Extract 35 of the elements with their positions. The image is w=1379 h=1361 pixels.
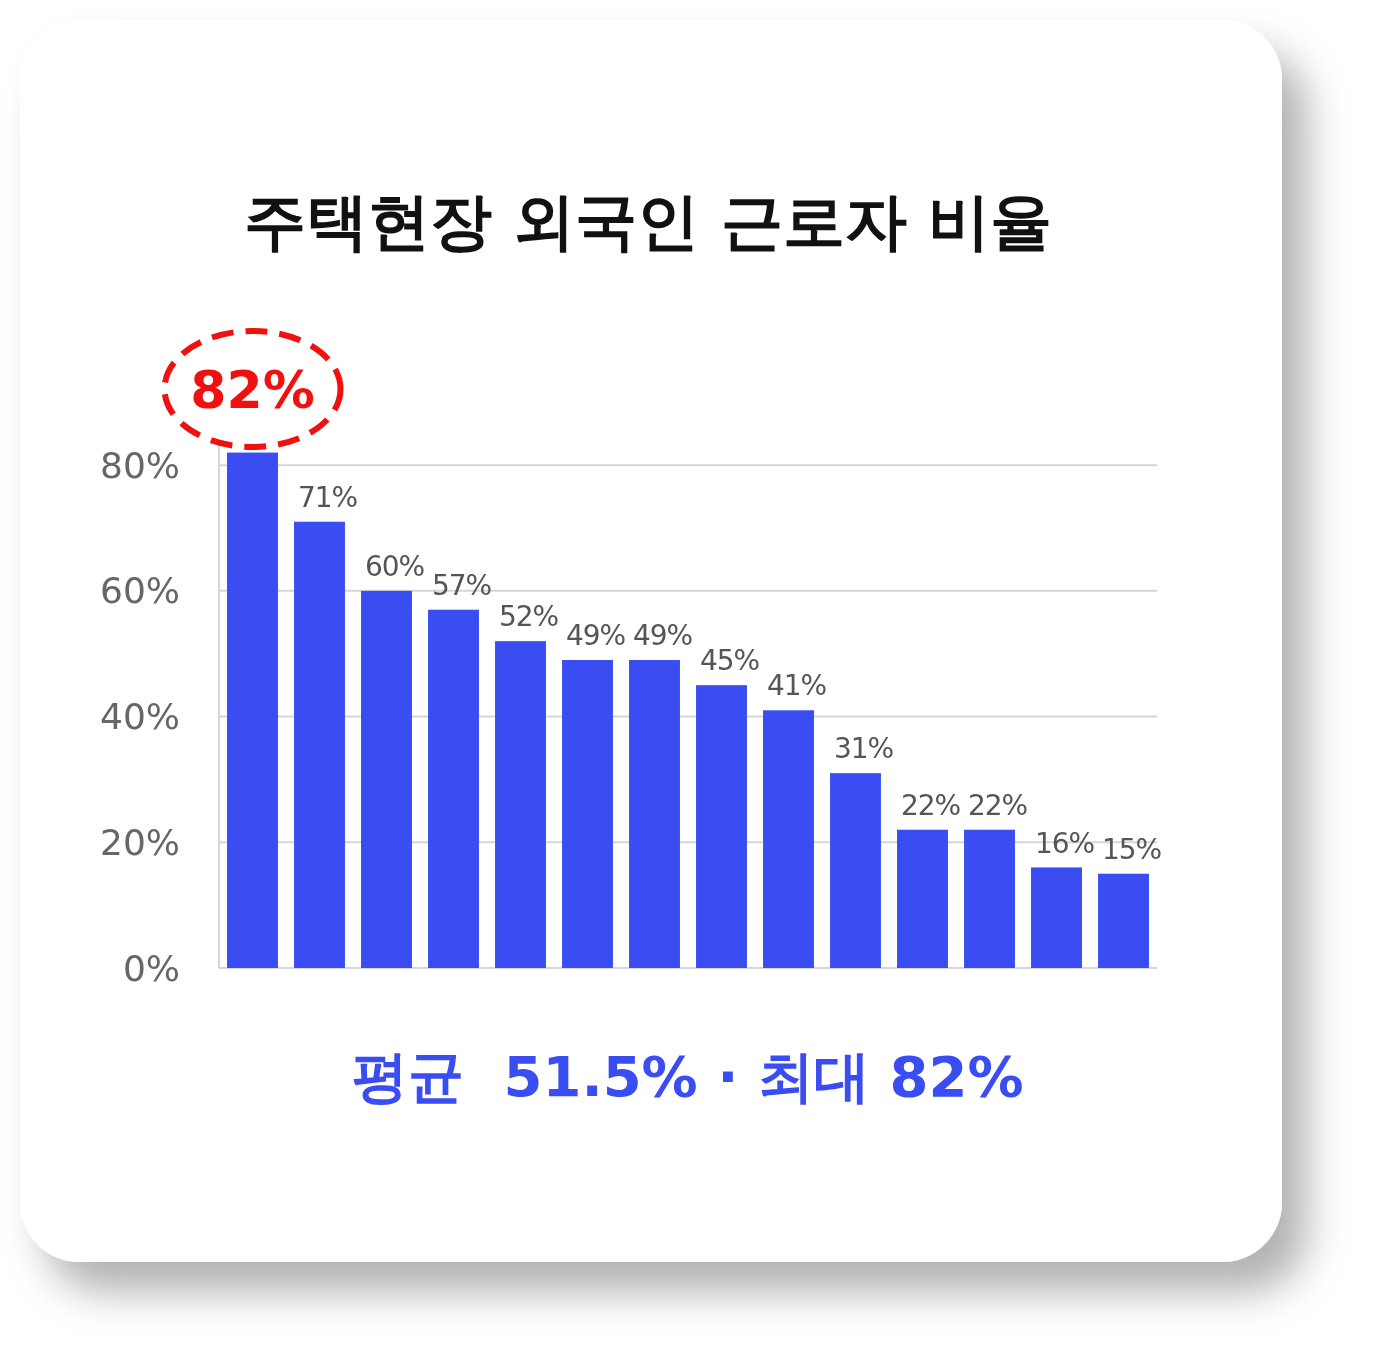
data-label: 49% xyxy=(632,619,693,653)
y-tick-label: 60% xyxy=(99,570,180,612)
bar xyxy=(629,660,680,968)
data-label: 82% xyxy=(190,360,315,420)
bar xyxy=(294,521,345,968)
data-label: 49% xyxy=(565,619,626,653)
data-label: 52% xyxy=(498,600,559,634)
y-tick-label: 20% xyxy=(99,821,180,863)
data-label: 31% xyxy=(833,732,894,766)
bar xyxy=(361,590,412,968)
y-tick-label: 0% xyxy=(122,947,180,989)
data-label: 22% xyxy=(900,788,961,822)
bar xyxy=(1098,873,1149,968)
chart-title: 주택현장 외국인 근로자 비율 xyxy=(243,185,1053,258)
data-label: 15% xyxy=(1101,832,1162,866)
bar xyxy=(696,685,747,968)
data-label: 71% xyxy=(297,480,358,514)
data-label: 60% xyxy=(364,550,425,584)
data-label: 22% xyxy=(967,788,1028,822)
data-label: 41% xyxy=(766,669,827,703)
y-tick-label: 40% xyxy=(99,696,180,738)
data-label: 16% xyxy=(1034,826,1095,860)
bar xyxy=(830,773,881,968)
bar xyxy=(495,641,546,968)
data-label: 45% xyxy=(699,644,760,678)
bar xyxy=(428,609,479,968)
data-label: 57% xyxy=(431,568,492,602)
bar xyxy=(763,710,814,968)
bar xyxy=(897,829,948,968)
bar xyxy=(1031,867,1082,968)
bar xyxy=(964,829,1015,968)
text: 평균 51.5% · 최대 82% xyxy=(352,1044,1024,1109)
bar xyxy=(227,452,278,968)
y-tick-label: 80% xyxy=(99,444,180,486)
bar xyxy=(562,660,613,968)
